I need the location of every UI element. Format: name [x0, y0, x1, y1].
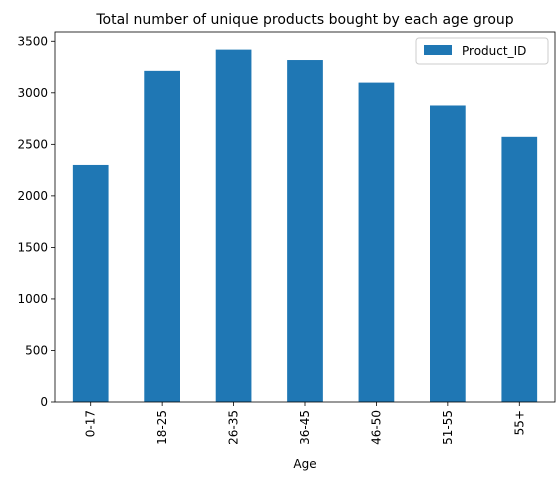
y-tick-label: 3000: [17, 86, 48, 100]
y-tick-label: 2000: [17, 189, 48, 203]
legend-swatch: [424, 45, 452, 55]
legend: Product_ID: [415, 37, 549, 65]
x-tick-label: 26-35: [227, 410, 241, 445]
plot-frame: [54, 31, 556, 403]
x-tick-label: 18-25: [155, 410, 169, 445]
x-axis-ticks: 0-17 18-25 26-35 36-45 46-50 51-55 55+: [84, 402, 526, 445]
x-tick-label: 51-55: [441, 410, 455, 445]
bar-46-50: [358, 82, 395, 402]
bar-55+: [501, 136, 538, 402]
bar-26-35: [215, 49, 252, 402]
y-tick-label: 1000: [17, 292, 48, 306]
x-tick-label: 46-50: [369, 410, 383, 445]
bar-36-45: [287, 60, 323, 403]
legend-entry: Product_ID: [462, 44, 526, 58]
y-tick-label: 1500: [17, 240, 48, 254]
y-tick-label: 3500: [17, 34, 48, 48]
y-axis-ticks: 0 500 1000 1500 2000 2500 3000 3500: [17, 34, 55, 409]
x-tick-label: 0-17: [84, 410, 98, 437]
bar-51-55: [430, 105, 466, 402]
x-tick-label: 55+: [512, 410, 526, 435]
x-axis-label: Age: [293, 457, 316, 471]
x-tick-label: 36-45: [298, 410, 312, 445]
legend-box: [415, 37, 549, 65]
bars-group: [72, 49, 538, 403]
bar-0-17: [72, 164, 109, 402]
chart-title: Total number of unique products bought b…: [95, 12, 513, 28]
bar-18-25: [144, 70, 180, 402]
y-tick-label: 500: [25, 343, 48, 357]
y-tick-label: 2500: [17, 137, 48, 151]
y-tick-label: 0: [40, 395, 48, 409]
